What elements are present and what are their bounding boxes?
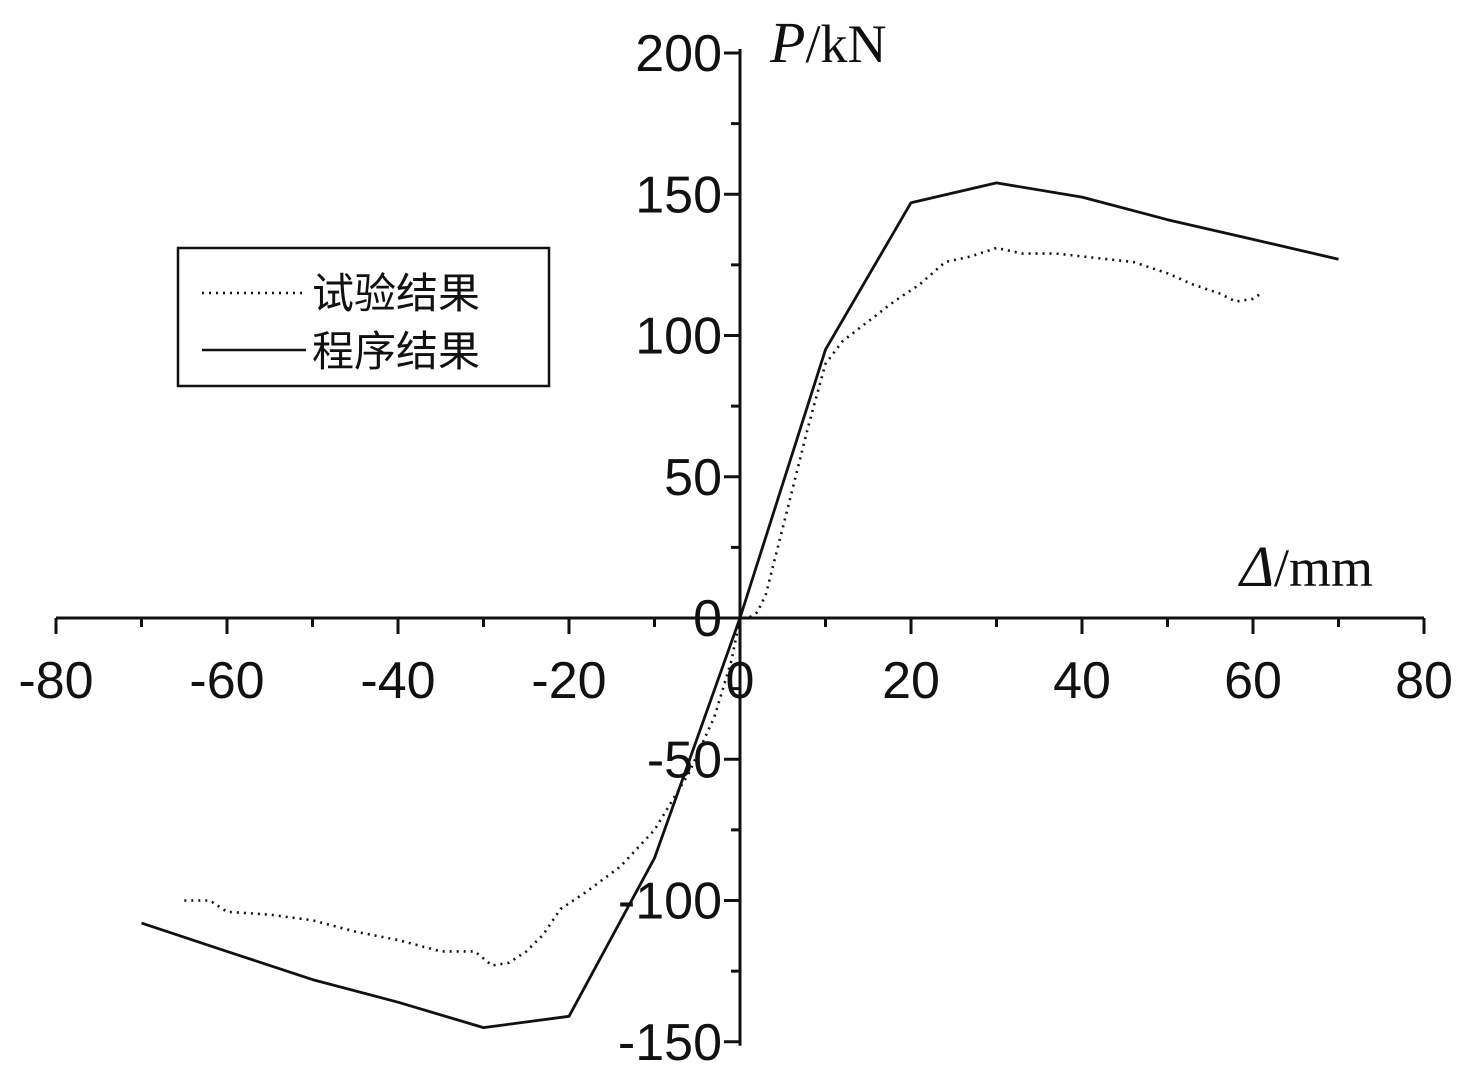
x-tick-label: 80 bbox=[1395, 652, 1453, 710]
x-tick-label: -60 bbox=[189, 652, 264, 710]
series-line-test bbox=[184, 246, 1263, 967]
legend-label-program: 程序结果 bbox=[312, 327, 480, 376]
x-axis-title-unit: /mm bbox=[1274, 538, 1373, 598]
legend-box bbox=[176, 246, 551, 388]
y-tick-label: 0 bbox=[693, 590, 722, 648]
y-axis-title: P/kN bbox=[769, 10, 886, 75]
y-tick-label: -100 bbox=[618, 873, 722, 931]
x-tick-label: -80 bbox=[18, 652, 93, 710]
axes: -80 -60 -40 -20 0 20 40 60 80 -150-100-500501001… bbox=[18, 25, 1453, 1072]
x-axis-title-symbol: Δ bbox=[1238, 534, 1274, 599]
y-tick-label: 200 bbox=[635, 25, 722, 83]
x-tick-label: -20 bbox=[531, 652, 606, 710]
series-line-program bbox=[141, 181, 1339, 1029]
y-axis-title-unit: /kN bbox=[805, 14, 886, 74]
x-tick-label: -40 bbox=[360, 652, 435, 710]
y-axis-title-symbol: P bbox=[769, 10, 805, 75]
y-ticks: -150 -100 -50 0 50 100 150 200 bbox=[618, 25, 740, 1072]
y-tick-label: 50 bbox=[664, 449, 722, 507]
x-tick-label: 40 bbox=[1053, 652, 1111, 710]
x-tick-label: 20 bbox=[882, 652, 940, 710]
x-tick-label: 60 bbox=[1224, 652, 1282, 710]
x-tick-label: 0 bbox=[726, 652, 755, 710]
x-axis-title: Δ/mm bbox=[1238, 534, 1373, 599]
x-ticks: -80 -60 -40 -20 0 20 40 60 80 bbox=[18, 618, 1453, 710]
legend-label-test: 试验结果 bbox=[312, 269, 480, 318]
y-tick-label: -50 bbox=[647, 731, 722, 789]
legend: 试验结果 程序结果 bbox=[176, 246, 551, 388]
y-tick-label: 100 bbox=[635, 308, 722, 366]
y-tick-label: 150 bbox=[635, 166, 722, 224]
plot-area bbox=[141, 181, 1339, 1029]
y-tick-label: -150 bbox=[618, 1014, 722, 1072]
